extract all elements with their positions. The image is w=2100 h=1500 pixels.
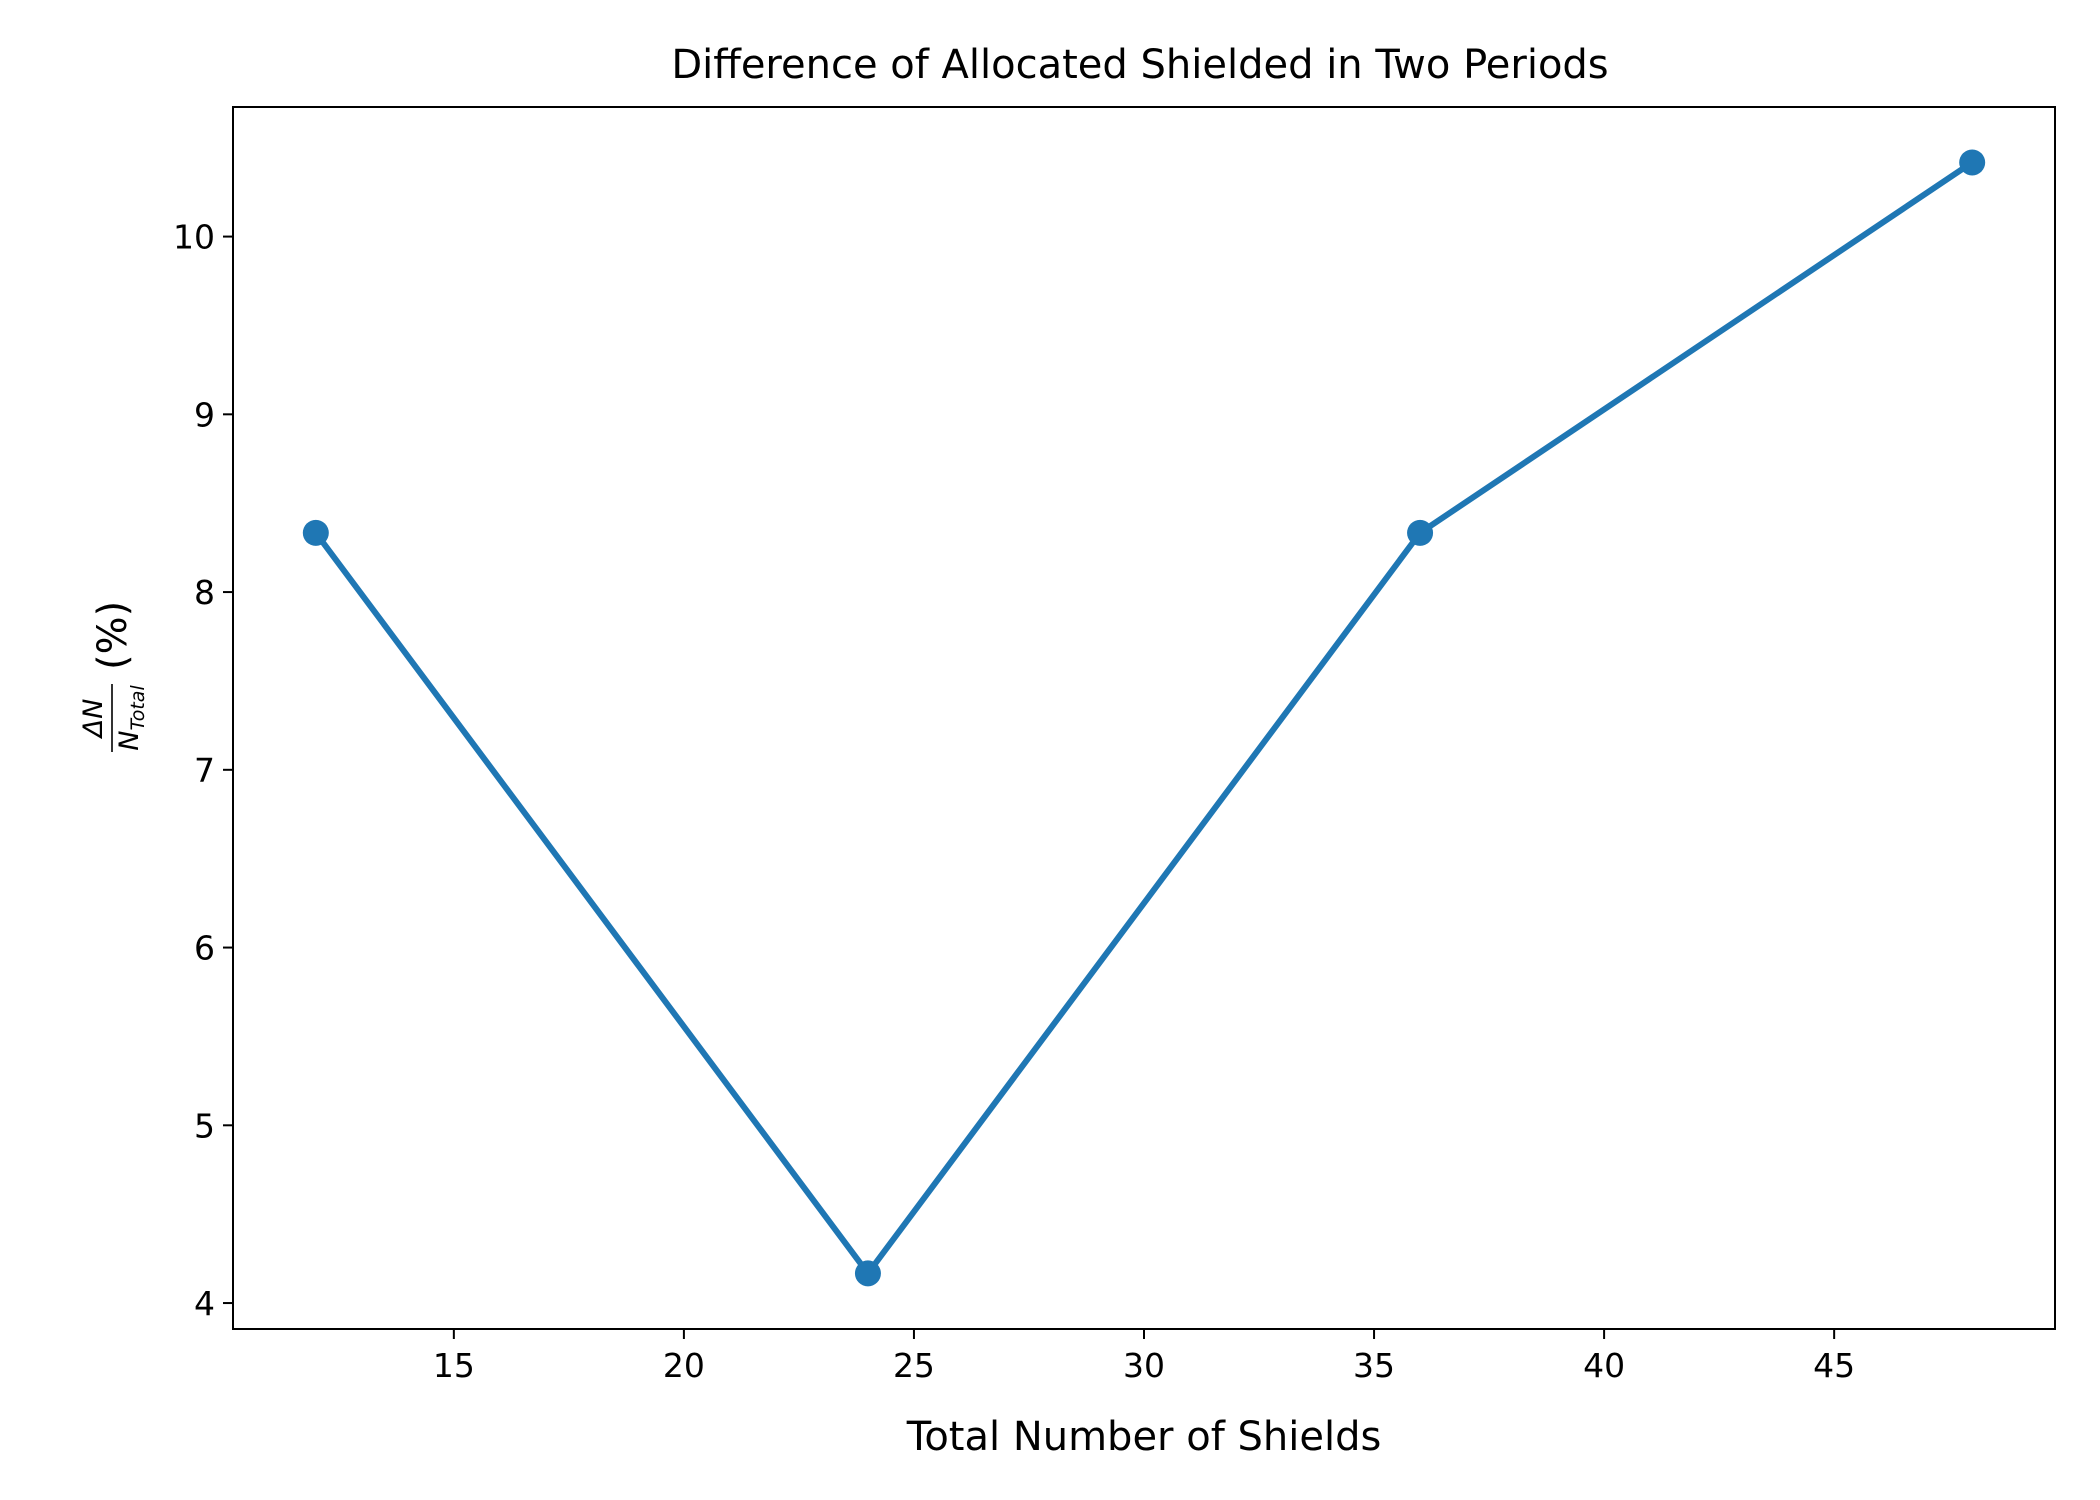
y-tick-label: 7 xyxy=(194,751,215,790)
y-axis-label: ΔN NTotal (%) xyxy=(78,601,149,752)
x-tick-label: 30 xyxy=(1123,1346,1165,1385)
y-tick-label: 10 xyxy=(173,218,215,257)
series-line xyxy=(311,158,1977,1277)
y-tick-label: 8 xyxy=(194,573,215,612)
y-tick-label: 5 xyxy=(194,1106,215,1145)
y-axis-label-denominator: NTotal xyxy=(114,685,149,751)
x-tick-label: 20 xyxy=(663,1346,705,1385)
chart-title: Difference of Allocated Shielded in Two … xyxy=(671,42,1608,88)
data-point xyxy=(1407,519,1434,546)
x-axis-label: Total Number of Shields xyxy=(906,1414,1382,1460)
y-axis-label-denominator-sub: Total xyxy=(127,685,149,731)
x-tick-label: 15 xyxy=(433,1346,475,1385)
x-tick-label: 45 xyxy=(1813,1346,1855,1385)
x-tick-label: 40 xyxy=(1583,1346,1625,1385)
x-axis: 15 20 25 30 35 40 45 xyxy=(433,1329,1855,1385)
x-tick-label: 25 xyxy=(893,1346,935,1385)
data-point xyxy=(302,519,329,546)
data-point xyxy=(1959,149,1986,176)
y-axis: 4 5 6 7 8 9 10 xyxy=(173,218,233,1323)
y-tick-label: 6 xyxy=(194,929,215,968)
y-axis-label-numerator: ΔN xyxy=(78,699,109,740)
plot-area xyxy=(302,149,1986,1287)
data-point xyxy=(854,1260,881,1287)
y-tick-label: 4 xyxy=(194,1284,215,1323)
x-tick-label: 35 xyxy=(1353,1346,1395,1385)
y-axis-label-suffix: (%) xyxy=(90,601,136,670)
y-tick-label: 9 xyxy=(194,395,215,434)
y-axis-label-denominator-base: N xyxy=(114,731,145,751)
